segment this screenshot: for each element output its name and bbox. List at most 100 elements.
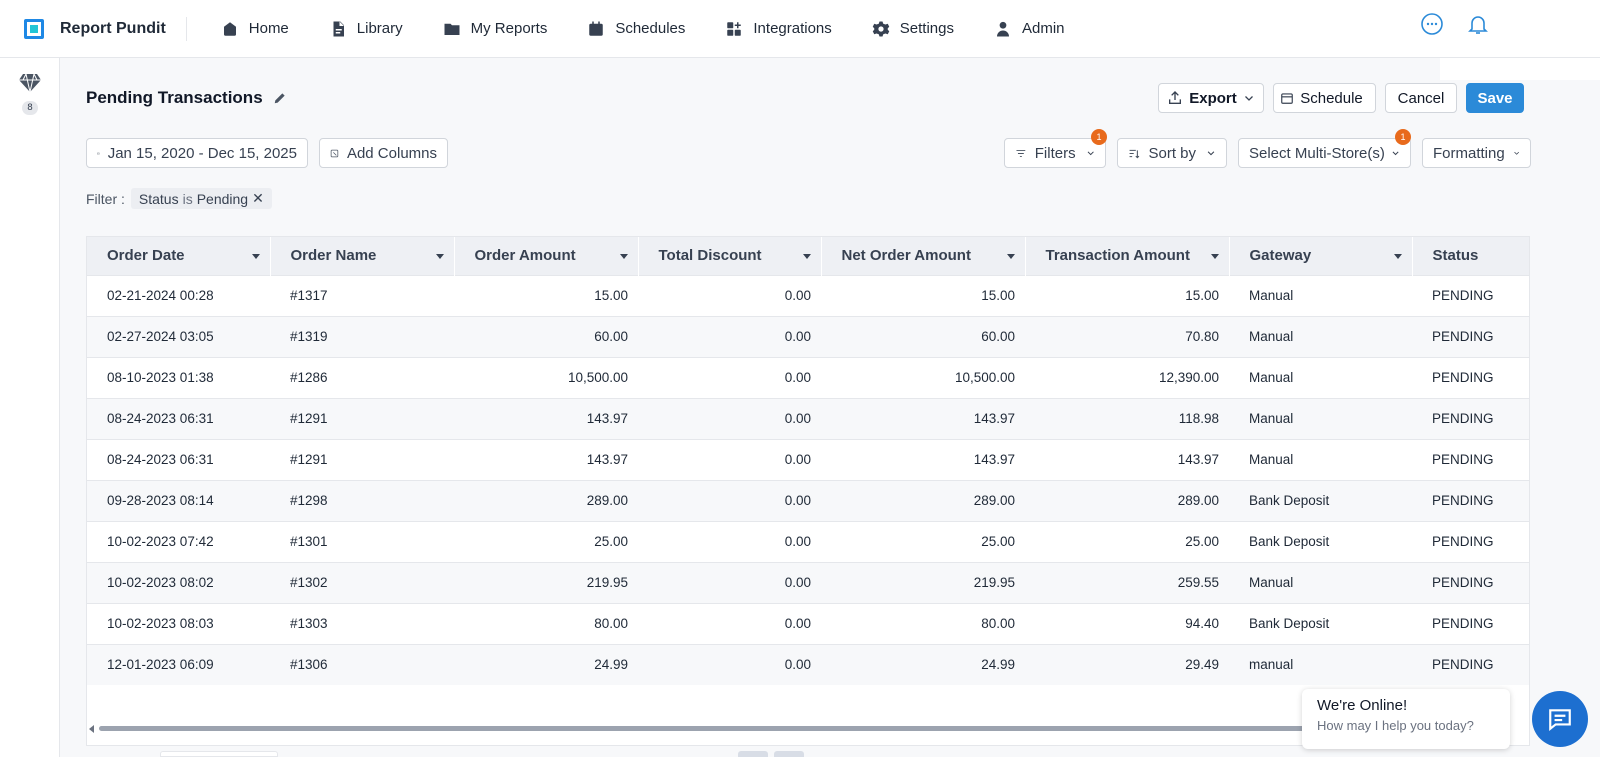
left-rail: 8 [0, 58, 60, 757]
calendar-icon [589, 21, 604, 36]
chat-icon[interactable] [1420, 12, 1444, 36]
sort-caret-icon[interactable] [435, 254, 444, 259]
filter-chip[interactable]: Status is Pending ✕ [130, 188, 272, 209]
table-cell: #1302 [270, 561, 454, 603]
table-cell: PENDING [1412, 397, 1529, 439]
sort-caret-icon[interactable] [619, 254, 628, 259]
column-header[interactable]: Transaction Amount [1025, 237, 1230, 275]
top-right-icons [1420, 12, 1490, 36]
column-header[interactable]: Gateway [1229, 237, 1413, 275]
table-row[interactable]: 10-02-2023 07:42 #1301 25.00 0.00 25.00 25.00… [87, 520, 1529, 562]
table-cell: 0.00 [638, 520, 821, 562]
sort-caret-icon[interactable] [1210, 254, 1219, 259]
column-header-label: Gateway [1249, 247, 1312, 265]
sort-by-button[interactable]: Sort by [1117, 138, 1227, 168]
table-row[interactable]: 10-02-2023 08:02 #1302 219.95 0.00 219.95 259… [87, 561, 1529, 603]
export-label: Export [1189, 89, 1237, 107]
nav-schedules[interactable]: Schedules [587, 20, 685, 38]
multi-store-select[interactable]: Select Multi-Store(s) 1 [1238, 129, 1411, 168]
table-cell: 08-24-2023 06:31 [87, 397, 270, 439]
table-row[interactable]: 02-27-2024 03:05 #1319 60.00 0.00 60.00 70.80… [87, 315, 1529, 357]
scrollbar-thumb[interactable] [99, 726, 1429, 731]
table-cell: 24.99 [821, 643, 1025, 685]
save-label: Save [1477, 89, 1513, 107]
column-header[interactable]: Order Date [87, 237, 271, 275]
export-button[interactable]: Export [1158, 83, 1264, 113]
table-cell: 289.00 [1025, 479, 1229, 521]
nav-home-label: Home [248, 20, 289, 37]
table-cell: 289.00 [454, 479, 638, 521]
sort-caret-icon[interactable] [802, 254, 811, 259]
table-row[interactable]: 02-21-2024 00:28 #1317 15.00 0.00 15.00 15.00… [87, 274, 1529, 316]
formatting-button[interactable]: Formatting [1422, 138, 1531, 168]
filter-operator: is [182, 190, 193, 207]
transactions-table: Order Date Order Name Order Amount Total Di… [87, 237, 1529, 685]
save-button[interactable]: Save [1466, 83, 1524, 113]
table-cell: 15.00 [454, 274, 638, 316]
add-columns-label: Add Columns [346, 144, 437, 162]
table-cell: PENDING [1412, 479, 1529, 521]
column-header[interactable]: Net Order Amount [821, 237, 1026, 275]
horizontal-scrollbar[interactable] [87, 725, 1529, 733]
scroll-left-arrow-icon[interactable] [89, 725, 94, 733]
sort-caret-icon[interactable] [251, 254, 260, 259]
table-cell: PENDING [1412, 274, 1529, 316]
header-spacer [1440, 58, 1600, 80]
cancel-label: Cancel [1397, 89, 1445, 107]
table-row[interactable]: 08-10-2023 01:38 #1286 10,500.00 0.00 10,500… [87, 356, 1529, 398]
close-icon[interactable]: ✕ [252, 190, 264, 206]
table-row[interactable]: 09-28-2023 08:14 #1298 289.00 0.00 289.00 289… [87, 479, 1529, 521]
schedule-button[interactable]: Schedule [1273, 83, 1376, 113]
filter-label: Filter : [86, 190, 125, 207]
cancel-button[interactable]: Cancel [1385, 83, 1457, 113]
nav-library[interactable]: Library [329, 20, 403, 38]
bell-icon[interactable] [1466, 12, 1490, 36]
column-header[interactable]: Total Discount [638, 237, 822, 275]
nav-settings-label: Settings [899, 20, 954, 37]
column-header-label: Net Order Amount [841, 247, 971, 265]
pagination-button[interactable] [738, 751, 768, 757]
table-cell: PENDING [1412, 561, 1529, 603]
date-range-picker[interactable]: Jan 15, 2020 - Dec 15, 2025 [86, 138, 308, 168]
sort-by-label: Sort by [1148, 144, 1197, 162]
nav-settings[interactable]: Settings [872, 20, 954, 38]
nav-home[interactable]: Home [221, 20, 289, 38]
table-cell: 0.00 [638, 274, 821, 316]
table-row[interactable]: 10-02-2023 08:03 #1303 80.00 0.00 80.00 94.40… [87, 602, 1529, 644]
table-cell: PENDING [1412, 356, 1529, 398]
nav-integrations[interactable]: Integrations [725, 20, 832, 38]
table-cell: #1301 [270, 520, 454, 562]
table-cell: 12,390.00 [1025, 356, 1229, 398]
document-icon [333, 21, 344, 36]
column-header[interactable]: Order Name [270, 237, 455, 275]
column-header[interactable]: Status [1412, 237, 1529, 275]
table-cell: 118.98 [1025, 397, 1229, 439]
nav-admin[interactable]: Admin [994, 20, 1065, 38]
diamond-icon[interactable] [18, 70, 42, 94]
table-cell: Manual [1229, 438, 1412, 480]
brand[interactable]: Report Pundit [24, 16, 187, 41]
table-cell: PENDING [1412, 643, 1529, 685]
table-row[interactable]: 08-24-2023 06:31 #1291 143.97 0.00 143.97 118… [87, 397, 1529, 439]
chat-launcher-button[interactable] [1532, 691, 1588, 747]
table-row[interactable]: 08-24-2023 06:31 #1291 143.97 0.00 143.97 143… [87, 438, 1529, 480]
column-header-label: Order Amount [474, 247, 576, 265]
sort-caret-icon[interactable] [1006, 254, 1015, 259]
column-header[interactable]: Order Amount [454, 237, 639, 275]
top-navbar: Report Pundit Home Library My Reports Sc… [0, 0, 1600, 58]
table-row[interactable]: 12-01-2023 06:09 #1306 24.99 0.00 24.99 29.49… [87, 643, 1529, 685]
table-cell: #1317 [270, 274, 454, 316]
add-columns-button[interactable]: Add Columns [319, 138, 448, 168]
page-size-select[interactable] [160, 751, 278, 757]
table-cell: 0.00 [638, 397, 821, 439]
chat-greeting[interactable]: We're Online! How may I help you today? [1302, 689, 1510, 749]
column-header-label: Status [1432, 247, 1479, 265]
pagination-button[interactable] [774, 751, 804, 757]
filter-icon [1016, 149, 1026, 157]
pencil-icon[interactable] [273, 91, 287, 105]
report-title: Pending Transactions [86, 88, 287, 108]
sort-caret-icon[interactable] [1393, 254, 1402, 259]
nav-my-reports[interactable]: My Reports [443, 20, 547, 38]
filters-button[interactable]: Filters 1 [1004, 129, 1107, 168]
date-range-value: Jan 15, 2020 - Dec 15, 2025 [107, 144, 297, 162]
